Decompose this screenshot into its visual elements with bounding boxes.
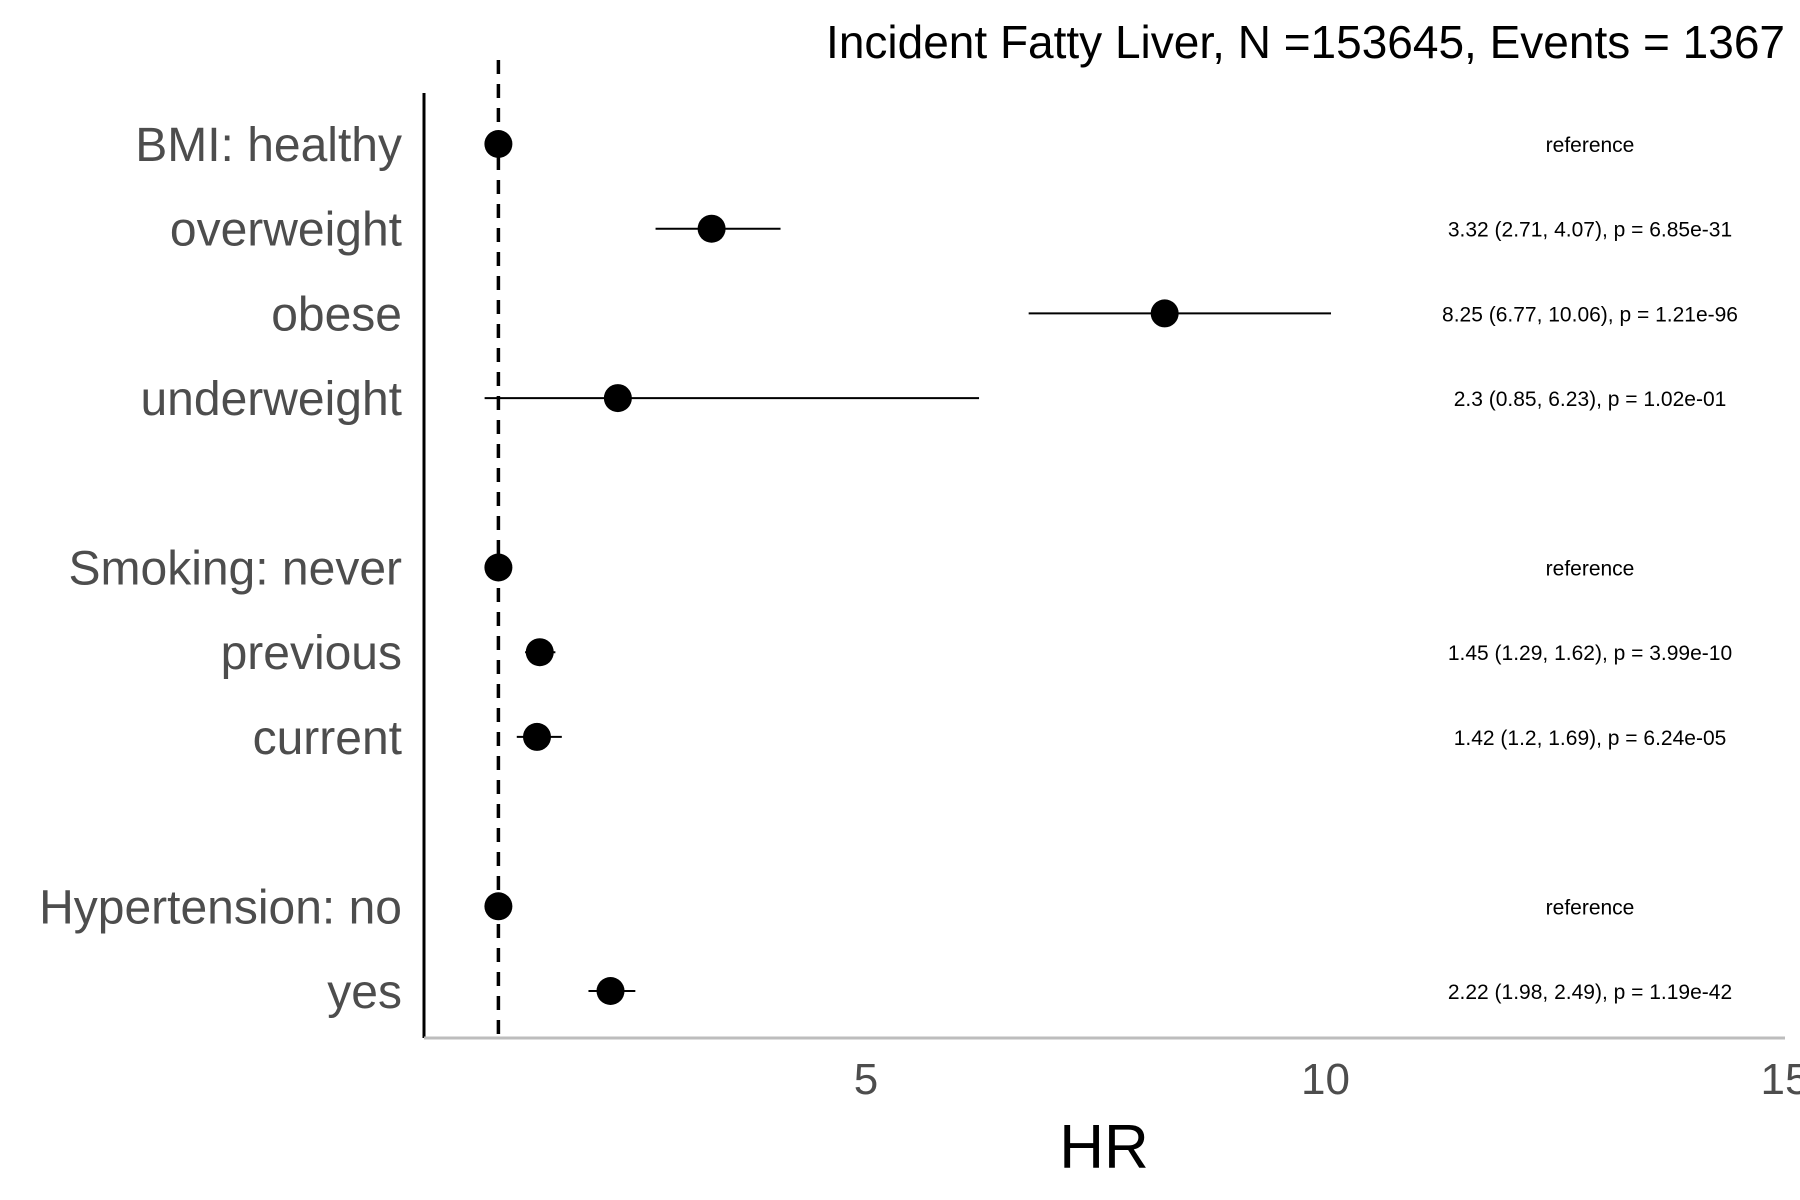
x-tick-label: 10 xyxy=(1301,1055,1350,1104)
x-tick-label: 15 xyxy=(1761,1055,1800,1104)
row-label: Smoking: never xyxy=(69,543,403,596)
forest-row: Smoking: never reference xyxy=(69,543,1635,596)
hr-point xyxy=(1150,299,1179,328)
forest-row: BMI: healthy reference xyxy=(135,119,1634,172)
hr-point xyxy=(697,214,726,243)
row-label: yes xyxy=(327,966,402,1019)
estimate-label: reference xyxy=(1546,896,1635,919)
forest-row: underweight 2.3 (0.85, 6.23), p = 1.02e-0… xyxy=(140,373,1726,426)
hr-point xyxy=(525,638,554,667)
estimate-label: 8.25 (6.77, 10.06), p = 1.21e-96 xyxy=(1442,303,1738,326)
x-axis-ticks: 5 10 15 xyxy=(854,1055,1800,1104)
hr-point xyxy=(522,722,551,751)
row-label: overweight xyxy=(170,204,402,257)
row-label: underweight xyxy=(140,373,402,426)
forest-row: current 1.42 (1.2, 1.69), p = 6.24e-05 xyxy=(253,712,1727,765)
x-tick-label: 5 xyxy=(854,1055,878,1104)
estimate-label: 2.22 (1.98, 2.49), p = 1.19e-42 xyxy=(1448,981,1732,1004)
estimate-label: 1.42 (1.2, 1.69), p = 6.24e-05 xyxy=(1454,727,1727,750)
estimate-label: reference xyxy=(1546,558,1635,581)
estimate-label: 2.3 (0.85, 6.23), p = 1.02e-01 xyxy=(1454,388,1727,411)
forest-row: yes 2.22 (1.98, 2.49), p = 1.19e-42 xyxy=(327,966,1732,1019)
hr-point xyxy=(596,977,625,1005)
row-label: Hypertension: no xyxy=(39,881,402,934)
forest-row: overweight 3.32 (2.71, 4.07), p = 6.85e-3… xyxy=(170,204,1732,257)
row-label: current xyxy=(253,712,402,765)
row-label: obese xyxy=(271,288,402,341)
forest-row: Hypertension: no reference xyxy=(39,881,1634,934)
forest-row: obese 8.25 (6.77, 10.06), p = 1.21e-96 xyxy=(271,288,1738,341)
row-label: previous xyxy=(221,627,402,680)
hr-point xyxy=(603,384,632,413)
estimate-label: 3.32 (2.71, 4.07), p = 6.85e-31 xyxy=(1448,219,1732,242)
forest-rows: BMI: healthy reference overweight 3.32 (2.7… xyxy=(39,119,1738,1019)
chart-title: Incident Fatty Liver, N =153645, Events … xyxy=(826,16,1785,68)
estimate-label: 1.45 (1.29, 1.62), p = 3.99e-10 xyxy=(1448,642,1732,665)
estimate-label: reference xyxy=(1546,134,1635,157)
x-axis-title: HR xyxy=(1059,1113,1149,1182)
forest-row: previous 1.45 (1.29, 1.62), p = 3.99e-10 xyxy=(221,627,1733,680)
row-label: BMI: healthy xyxy=(135,119,402,172)
